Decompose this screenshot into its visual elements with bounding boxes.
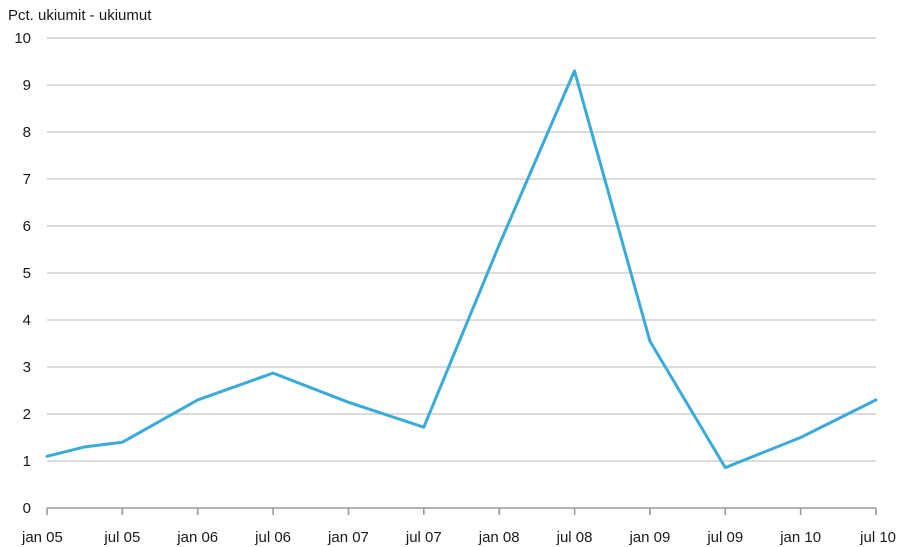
x-tick-label: jan 09 [628, 529, 670, 546]
series-line-0 [45, 69, 878, 470]
y-tick-label: 10 [14, 30, 31, 47]
y-tick-label: 1 [23, 453, 31, 470]
x-axis [46, 507, 877, 515]
x-tick-label: jul 07 [405, 529, 442, 546]
x-tick-label: jul 06 [254, 529, 291, 546]
gridlines [47, 37, 876, 462]
x-tick-label: jan 05 [21, 529, 63, 546]
x-tick-label: jan 08 [478, 529, 520, 546]
y-tick-label: 0 [23, 500, 31, 517]
x-tick-label: jul 10 [859, 529, 896, 546]
y-tick-label: 3 [23, 359, 31, 376]
x-tick-labels: jan 05 jul 05 jan 06 jul 06 jan 07 jul 07 jan … [21, 529, 896, 546]
x-tick-label: jan 10 [779, 529, 821, 546]
x-tick-label: jan 06 [176, 529, 218, 546]
y-tick-label: 6 [23, 218, 31, 235]
y-tick-labels: 0 1 2 3 4 5 6 7 8 9 10 [14, 30, 31, 517]
series-layer [45, 69, 878, 470]
x-tick-label: jul 08 [556, 529, 593, 546]
y-tick-label: 4 [23, 312, 31, 329]
y-tick-label: 9 [23, 77, 31, 94]
x-tick-label: jan 07 [327, 529, 369, 546]
x-tick-label: jul 09 [706, 529, 743, 546]
y-tick-label: 2 [23, 406, 31, 423]
y-unit-label: Pct. ukiumit - ukiumut [8, 7, 152, 24]
y-tick-label: 7 [23, 171, 31, 188]
y-tick-label: 8 [23, 124, 31, 141]
x-tick-label: jul 05 [103, 529, 140, 546]
y-tick-label: 5 [23, 265, 31, 282]
